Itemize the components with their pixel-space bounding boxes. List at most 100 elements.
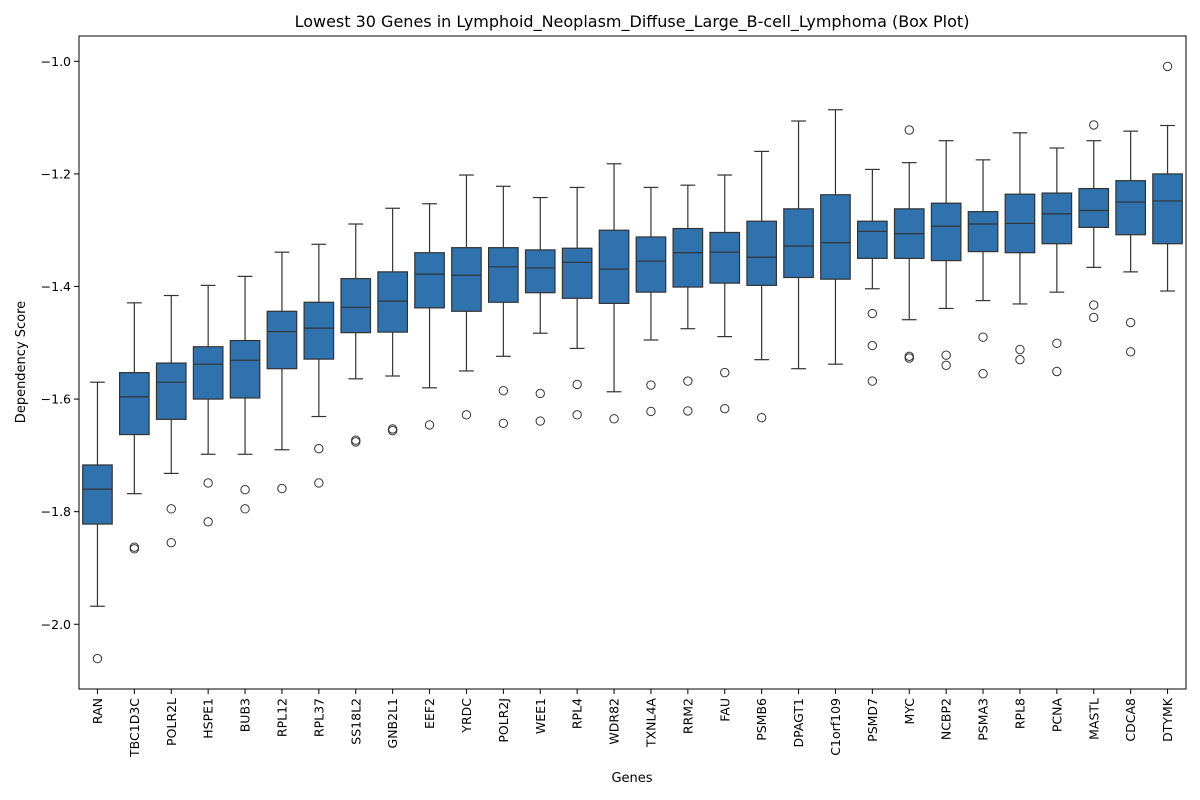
outlier-point — [867, 308, 878, 319]
x-tick-label: RAN — [90, 698, 105, 724]
box-SS18L2 — [340, 278, 372, 334]
y-tick-label: −1.6 — [41, 392, 71, 407]
outlier-point — [1125, 317, 1136, 328]
outlier-point — [572, 379, 582, 390]
box-CDCA8 — [1115, 180, 1147, 236]
outlier-point — [203, 517, 213, 527]
box-YRDC — [451, 247, 482, 312]
outlier-point — [1089, 120, 1099, 130]
outlier-point — [498, 418, 509, 428]
outlier-point — [1015, 344, 1025, 355]
plot-area: −2.0 −1.8 −1.6 −1.4 −1.2 −1.0 RAN TBC1D3C POLR2L… — [41, 35, 1187, 758]
box-GNB2L1 — [377, 271, 409, 333]
x-tick-label: BUB3 — [238, 698, 253, 732]
outlier-point — [904, 353, 914, 363]
box-C1orf109 — [820, 194, 851, 280]
outlier-point — [203, 478, 213, 488]
x-tick-label: TXNL4A — [643, 698, 658, 748]
outlier-point — [904, 125, 914, 135]
outlier-point — [683, 406, 693, 416]
x-tick-label: NCBP2 — [939, 698, 954, 740]
outlier-point — [683, 376, 693, 386]
outlier-point — [387, 425, 398, 436]
outlier-point — [1162, 61, 1173, 72]
x-tick-label: RPL4 — [570, 698, 585, 729]
box-NCBP2 — [930, 202, 962, 262]
outlier-point — [609, 414, 619, 424]
x-tick-label: CDCA8 — [1123, 698, 1138, 742]
y-tick-label: −1.0 — [41, 54, 71, 69]
outlier-point — [240, 504, 250, 514]
chart-title: Lowest 30 Genes in Lymphoid_Neoplasm_Dif… — [295, 12, 970, 32]
outlier-point — [1125, 347, 1136, 357]
outlier-point — [756, 412, 767, 423]
x-tick-label: C1orf109 — [828, 698, 843, 756]
x-tick-label: RPL8 — [1012, 698, 1027, 729]
outlier-point — [941, 360, 951, 371]
outlier-point — [978, 369, 988, 379]
box-WDR82 — [598, 229, 630, 304]
plot-frame — [78, 35, 1187, 690]
outlier-point — [92, 653, 103, 664]
box-DTYMK — [1152, 173, 1183, 245]
outlier-point — [424, 420, 435, 430]
x-tick-label: PCNA — [1049, 698, 1064, 733]
outlier-point — [351, 437, 361, 447]
x-tick-label: DPAGT1 — [791, 698, 806, 748]
outlier-point — [646, 380, 656, 390]
outlier-point — [314, 478, 324, 488]
y-tick-label: −1.4 — [41, 279, 71, 294]
x-tick-label: MYC — [902, 698, 917, 725]
x-tick-label: PSMB6 — [754, 698, 769, 741]
x-axis-label: Genes — [611, 771, 652, 786]
box-POLR2J — [487, 247, 519, 303]
outlier-point — [867, 376, 878, 386]
box-DPAGT1 — [783, 208, 814, 279]
y-tick-label: −1.2 — [41, 166, 71, 181]
box-RRM2 — [672, 227, 704, 288]
x-tick-label: RPL37 — [311, 698, 326, 737]
outlier-point — [720, 367, 730, 378]
box-MASTL — [1078, 187, 1110, 228]
outlier-point — [941, 350, 951, 360]
box-PCNA — [1041, 192, 1073, 245]
outlier-point — [461, 410, 472, 420]
x-tick-label: RRM2 — [680, 698, 695, 734]
outlier-point — [572, 410, 582, 420]
x-tick-label: TBC1D3C — [127, 698, 142, 758]
outlier-point — [646, 406, 656, 417]
outlier-point — [1015, 354, 1025, 365]
box-RPL4 — [561, 247, 593, 299]
box-BUB3 — [229, 339, 261, 399]
box-HSPE1 — [192, 346, 224, 400]
x-tick-label: EEF2 — [422, 698, 437, 729]
x-tick-label: POLR2L — [164, 698, 179, 746]
x-tick-label: WEE1 — [533, 698, 548, 734]
y-tick-label: −1.8 — [41, 504, 71, 519]
outlier-point — [720, 403, 730, 414]
x-tick-label: FAU — [717, 698, 732, 722]
outlier-point — [498, 385, 509, 396]
outlier-point — [867, 340, 878, 351]
box-RAN — [82, 464, 113, 525]
x-tick-label: HSPE1 — [201, 698, 216, 739]
outlier-point — [166, 537, 176, 548]
box-FAU — [709, 231, 741, 284]
box-TBC1D3C — [118, 372, 150, 436]
x-tick-label: POLR2J — [496, 698, 511, 743]
box-POLR2L — [155, 362, 187, 420]
box-EEF2 — [414, 252, 445, 309]
y-axis-label: Dependency Score — [14, 301, 29, 423]
x-tick-label: WDR82 — [607, 698, 622, 745]
box-WEE1 — [524, 249, 556, 294]
outlier-point — [277, 483, 287, 494]
box-PSMA3 — [967, 211, 999, 253]
outlier-point — [535, 388, 545, 399]
outlier-point — [129, 544, 140, 554]
box-RPL12 — [266, 310, 298, 370]
x-tick-label: DTYMK — [1160, 697, 1175, 742]
y-tick-label: −2.0 — [41, 617, 71, 632]
x-tick-label: RPL12 — [274, 698, 289, 737]
x-tick-label: PSMA3 — [976, 698, 991, 741]
